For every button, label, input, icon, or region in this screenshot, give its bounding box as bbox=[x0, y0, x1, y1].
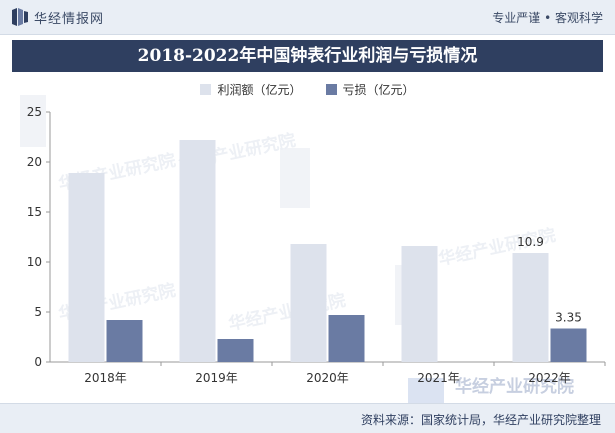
footer-bar: 资料来源：国家统计局，华经产业研究院整理 bbox=[0, 403, 615, 433]
bar-loss-5 bbox=[550, 328, 587, 362]
brand-logo-icon bbox=[12, 8, 28, 26]
data-label: 10.9 bbox=[517, 235, 544, 249]
chart-legend: 利润额（亿元） 亏损（亿元） bbox=[0, 80, 615, 98]
header-bar: 华经情报网 专业严谨 • 客观科学 bbox=[0, 0, 615, 35]
chart-title: 2018-2022年中国钟表行业利润与亏损情况 bbox=[12, 40, 603, 72]
bar-loss-2 bbox=[217, 339, 254, 362]
bar-loss-3 bbox=[328, 315, 365, 362]
y-tick-label: 10 bbox=[27, 255, 42, 269]
x-tick-label: 2019年 bbox=[195, 371, 238, 385]
source-note: 资料来源：国家统计局，华经产业研究院整理 bbox=[360, 413, 601, 427]
data-label: 3.35 bbox=[555, 311, 582, 325]
bar-profit-4 bbox=[401, 246, 438, 362]
y-tick-label: 0 bbox=[34, 355, 42, 369]
legend-label-profit: 利润额（亿元） bbox=[217, 82, 302, 97]
bar-loss-1 bbox=[106, 320, 143, 362]
y-tick-label: 15 bbox=[27, 205, 42, 219]
x-tick-label: 2021年 bbox=[417, 371, 460, 385]
brand: 华经情报网 bbox=[12, 7, 104, 27]
bar-profit-2 bbox=[179, 140, 216, 362]
y-tick-label: 5 bbox=[34, 305, 42, 319]
x-tick-label: 2018年 bbox=[84, 371, 127, 385]
legend-item-loss: 亏损（亿元） bbox=[325, 81, 415, 98]
bar-profit-5 bbox=[512, 253, 549, 362]
tagline: 专业严谨 • 客观科学 bbox=[492, 11, 603, 25]
legend-item-profit: 利润额（亿元） bbox=[200, 81, 302, 98]
legend-swatch-profit bbox=[200, 83, 212, 95]
legend-swatch-loss bbox=[325, 83, 337, 95]
legend-label-loss: 亏损（亿元） bbox=[342, 82, 415, 97]
bar-profit-3 bbox=[290, 244, 327, 362]
brand-name: 华经情报网 bbox=[34, 11, 105, 27]
y-tick-label: 20 bbox=[27, 155, 42, 169]
y-tick-label: 25 bbox=[27, 105, 42, 119]
bar-profit-1 bbox=[68, 173, 105, 362]
x-tick-label: 2020年 bbox=[306, 371, 349, 385]
x-tick-label: 2022年 bbox=[528, 371, 571, 385]
watermark-text-bottom: 华经产业研究院 bbox=[455, 376, 574, 397]
